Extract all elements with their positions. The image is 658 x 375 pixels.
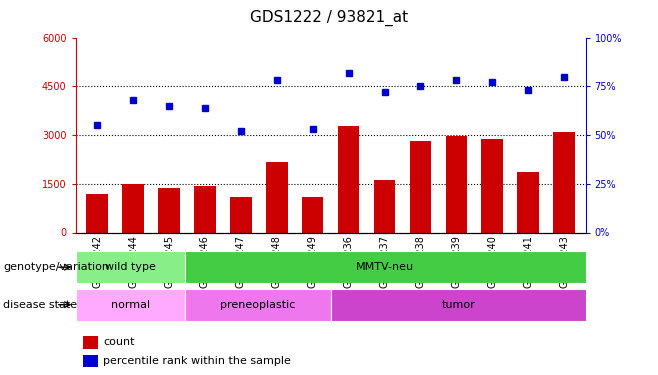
Bar [76, 251, 185, 283]
Bar [230, 197, 251, 232]
Bar [482, 139, 503, 232]
Bar [374, 180, 395, 232]
Bar [159, 188, 180, 232]
Text: wild type: wild type [105, 262, 156, 272]
Bar [410, 141, 431, 232]
Text: count: count [103, 338, 135, 347]
Text: genotype/variation: genotype/variation [3, 262, 109, 272]
Bar [338, 126, 359, 232]
Text: MMTV-neu: MMTV-neu [356, 262, 415, 272]
Bar [517, 172, 539, 232]
Bar [122, 184, 144, 232]
Text: preneoplastic: preneoplastic [220, 300, 295, 310]
Bar [185, 251, 586, 283]
Bar [83, 355, 97, 367]
Text: percentile rank within the sample: percentile rank within the sample [103, 356, 291, 366]
Text: disease state: disease state [3, 300, 78, 310]
Bar [194, 186, 216, 232]
Bar [185, 289, 330, 321]
Text: normal: normal [111, 300, 150, 310]
Bar [445, 136, 467, 232]
Text: tumor: tumor [442, 300, 475, 310]
Bar [266, 162, 288, 232]
Text: GDS1222 / 93821_at: GDS1222 / 93821_at [250, 9, 408, 26]
Bar [83, 336, 97, 349]
Bar [330, 289, 586, 321]
Bar [553, 132, 575, 232]
Bar [76, 289, 185, 321]
Bar [86, 194, 108, 232]
Bar [302, 197, 324, 232]
